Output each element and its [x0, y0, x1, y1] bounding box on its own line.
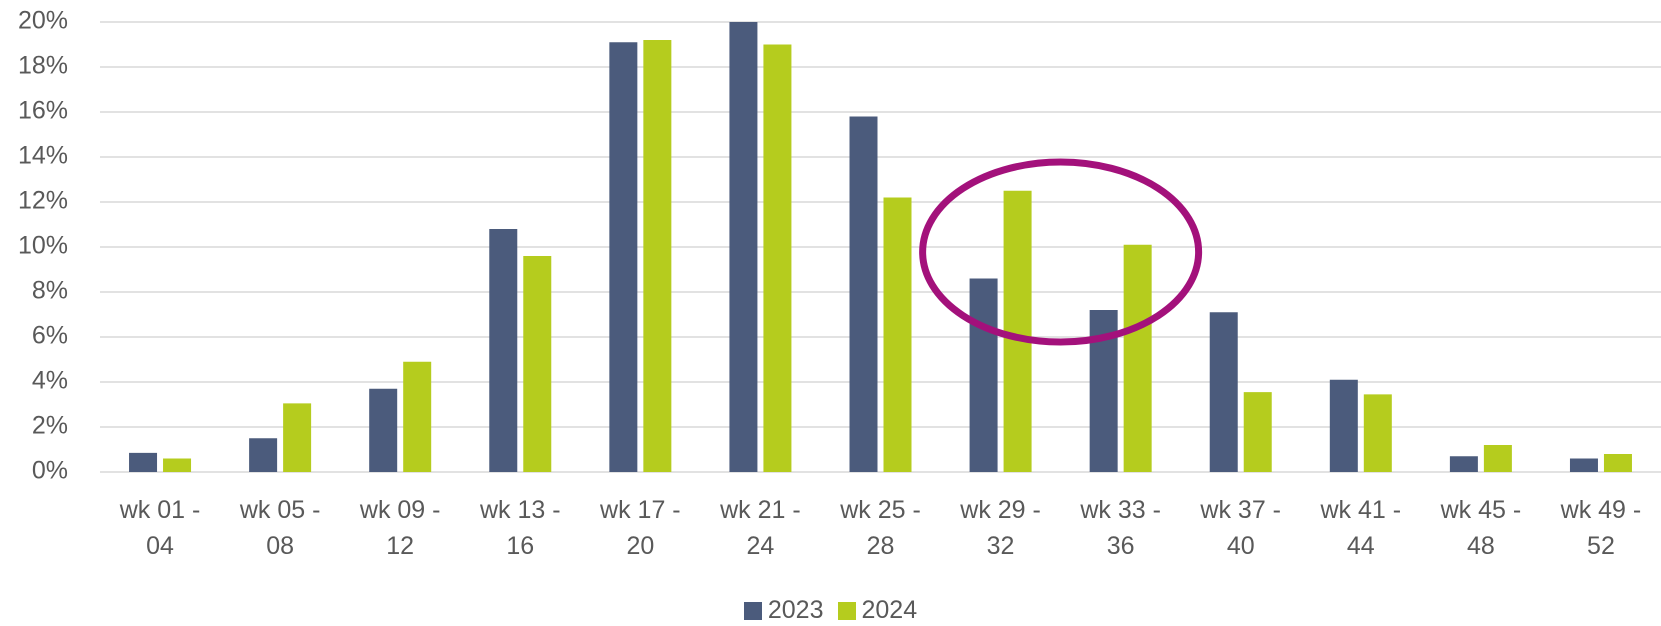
- bar: [1483, 445, 1512, 472]
- bar: [1449, 456, 1478, 472]
- bar: [1569, 458, 1598, 472]
- bar: [1603, 454, 1632, 472]
- y-tick-label: 4%: [32, 367, 68, 395]
- y-tick-label: 0%: [32, 457, 68, 485]
- legend-swatch: [837, 601, 856, 620]
- bar: [643, 40, 672, 472]
- bar: [1243, 392, 1272, 472]
- x-tick-label: wk 49 - 52: [1560, 496, 1642, 560]
- bar: [763, 44, 792, 472]
- y-tick-label: 2%: [32, 412, 68, 440]
- y-tick-label: 14%: [18, 142, 68, 170]
- y-tick-label: 18%: [18, 52, 68, 80]
- legend-item: 2024: [837, 596, 918, 625]
- bar: [1363, 394, 1392, 472]
- bar: [369, 388, 398, 472]
- y-tick-label: 10%: [18, 232, 68, 260]
- x-tick-label: wk 29 - 32: [960, 496, 1041, 560]
- x-tick-label: wk 25 - 28: [840, 496, 921, 560]
- x-tick-label: wk 45 - 48: [1440, 496, 1522, 560]
- bar: [249, 438, 278, 472]
- x-tick-label: wk 13 - 16: [479, 496, 561, 560]
- bar: [849, 116, 878, 472]
- y-tick-label: 8%: [32, 277, 68, 305]
- x-tick-label: wk 09 - 12: [359, 496, 441, 560]
- bar: [1003, 190, 1032, 472]
- x-tick-label: wk 01 - 04: [119, 496, 201, 560]
- bar: [883, 197, 912, 472]
- bar: [609, 42, 638, 472]
- bar: [1123, 244, 1152, 472]
- bar: [489, 229, 518, 472]
- bar: [1329, 379, 1358, 472]
- y-tick-label: 6%: [32, 322, 68, 350]
- legend-item: 2023: [743, 596, 824, 625]
- bar: [163, 458, 192, 472]
- bar: [523, 256, 552, 472]
- bar: [283, 403, 312, 472]
- legend-swatch: [743, 601, 762, 620]
- x-tick-label: wk 33 - 36: [1080, 496, 1161, 560]
- legend-label: 2023: [767, 596, 824, 624]
- x-tick-label: wk 41 - 44: [1320, 496, 1402, 560]
- bar: [129, 452, 158, 472]
- x-tick-label: wk 21 - 24: [720, 496, 801, 560]
- y-tick-label: 16%: [18, 97, 68, 125]
- y-tick-label: 12%: [18, 187, 68, 215]
- legend-label: 2024: [861, 596, 918, 624]
- legend: 2023 2024: [0, 596, 1661, 625]
- x-tick-label: wk 17 - 20: [600, 496, 681, 560]
- x-tick-label: wk 37 - 40: [1200, 496, 1282, 560]
- bar: [1209, 312, 1238, 472]
- y-tick-label: 20%: [18, 7, 68, 35]
- bar: [729, 22, 758, 472]
- bar: [403, 361, 432, 472]
- highlight-ellipse: [919, 158, 1203, 346]
- bar: [969, 278, 998, 472]
- x-tick-label: wk 05 - 08: [239, 496, 321, 560]
